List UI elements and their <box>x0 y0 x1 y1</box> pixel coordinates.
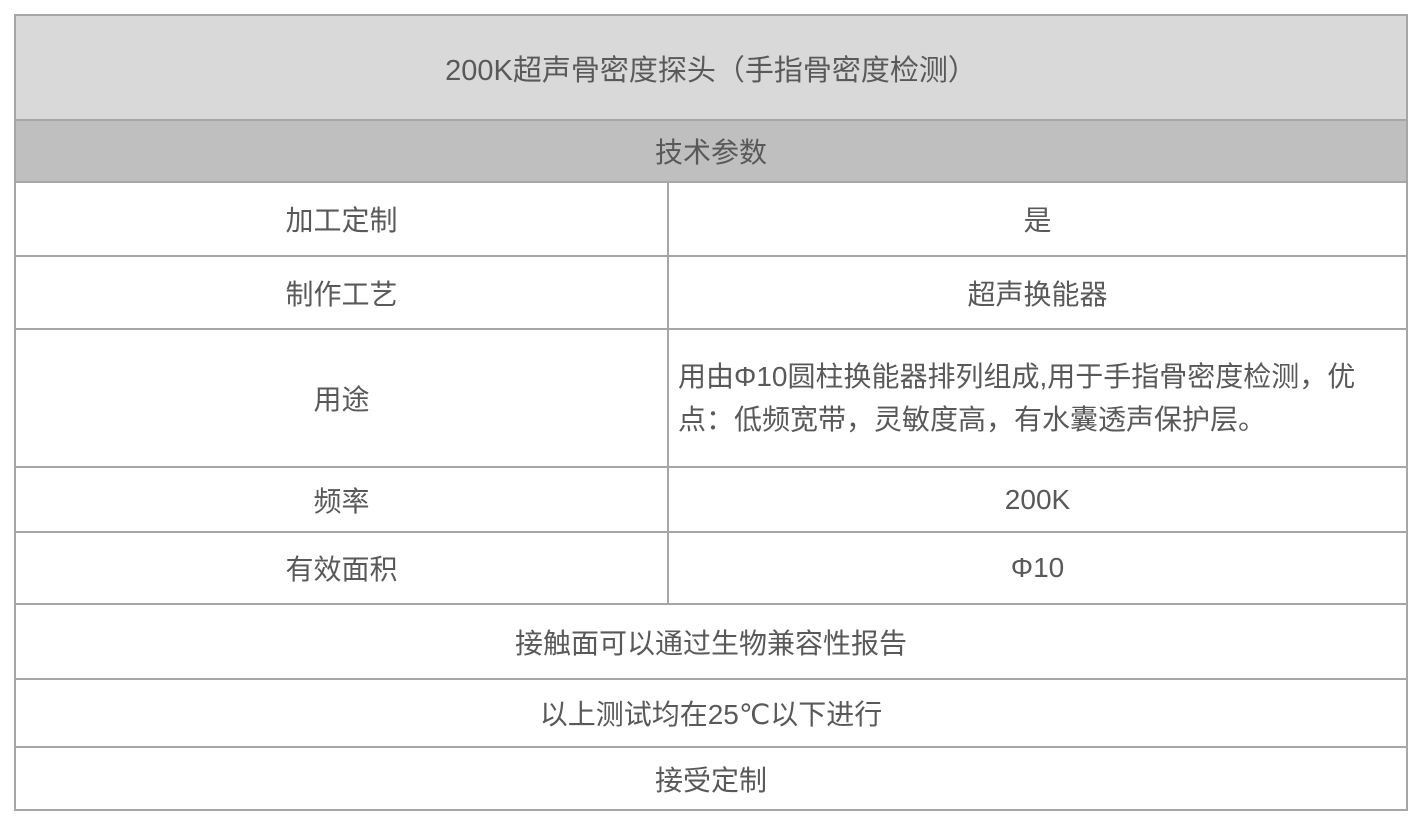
spec-row-customization: 加工定制 是 <box>16 181 1406 255</box>
spec-value: 是 <box>667 183 1406 255</box>
spec-label: 用途 <box>313 384 370 415</box>
note-row-test-condition: 以上测试均在25℃以下进行 <box>16 678 1406 746</box>
product-spec-table: 200K超声骨密度探头（手指骨密度检测） 技术参数 加工定制 是 制作工艺 超声… <box>14 14 1408 811</box>
spec-value: Φ10 <box>667 533 1406 603</box>
note-text: 接触面可以通过生物兼容性报告 <box>514 627 907 659</box>
spec-label: 加工定制 <box>285 205 398 236</box>
note-text: 以上测试均在25℃以下进行 <box>539 699 883 730</box>
spec-label: 制作工艺 <box>285 278 398 310</box>
spec-row-process: 制作工艺 超声换能器 <box>16 255 1406 328</box>
spec-label: 频率 <box>313 485 370 517</box>
product-title: 200K超声骨密度探头（手指骨密度检测） <box>445 54 977 87</box>
spec-row-usage: 用途 用由Φ10圆柱换能器排列组成,用于手指骨密度检测，优点：低频宽带，灵敏度高… <box>16 328 1406 466</box>
spec-row-effective-area: 有效面积 Φ10 <box>16 531 1406 603</box>
spec-value: 用由Φ10圆柱换能器排列组成,用于手指骨密度检测，优点：低频宽带，灵敏度高，有水… <box>667 330 1406 466</box>
note-row-biocompatibility: 接触面可以通过生物兼容性报告 <box>16 603 1406 678</box>
spec-label: 有效面积 <box>285 554 398 585</box>
spec-value: 200K <box>667 468 1406 531</box>
product-title-row: 200K超声骨密度探头（手指骨密度检测） <box>16 16 1406 119</box>
section-header-label: 技术参数 <box>654 137 767 168</box>
spec-value: 超声换能器 <box>667 257 1406 328</box>
spec-row-frequency: 频率 200K <box>16 466 1406 531</box>
note-text: 接受定制 <box>654 764 767 796</box>
note-row-accept-custom: 接受定制 <box>16 746 1406 809</box>
section-header-row: 技术参数 <box>16 119 1406 181</box>
